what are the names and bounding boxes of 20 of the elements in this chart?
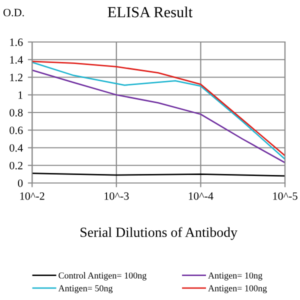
chart-title: ELISA Result [108, 6, 193, 18]
y-tick-label: 1.2 [10, 74, 22, 82]
x-tick-label: 10^-4 [188, 192, 214, 200]
x-tick-label: 10^-5 [273, 192, 298, 200]
legend-label: Antigen= 50ng [58, 285, 113, 294]
legend-label: Antigen= 10ng [208, 272, 262, 280]
x-axis-title: Serial Dilutions of Antibody [80, 227, 238, 240]
x-tick-label: 10^-3 [104, 192, 129, 200]
y-tick-label: 0 [18, 179, 23, 187]
x-tick-label: 10^-2 [20, 192, 44, 200]
legend-label: Antigen= 100ng [208, 285, 267, 294]
y-tick-label: 1.4 [10, 56, 23, 64]
y-tick-label: 0.6 [10, 126, 23, 134]
y-tick-label: 1.6 [10, 38, 23, 46]
y-tick-label: 1 [18, 91, 22, 99]
y-axis-title: O.D. [3, 8, 24, 16]
y-tick-label: 0.4 [10, 144, 23, 152]
legend-label: Control Antigen= 100ng [58, 272, 146, 280]
y-tick-label: 0.8 [10, 108, 23, 117]
y-tick-label: 0.2 [10, 162, 22, 170]
